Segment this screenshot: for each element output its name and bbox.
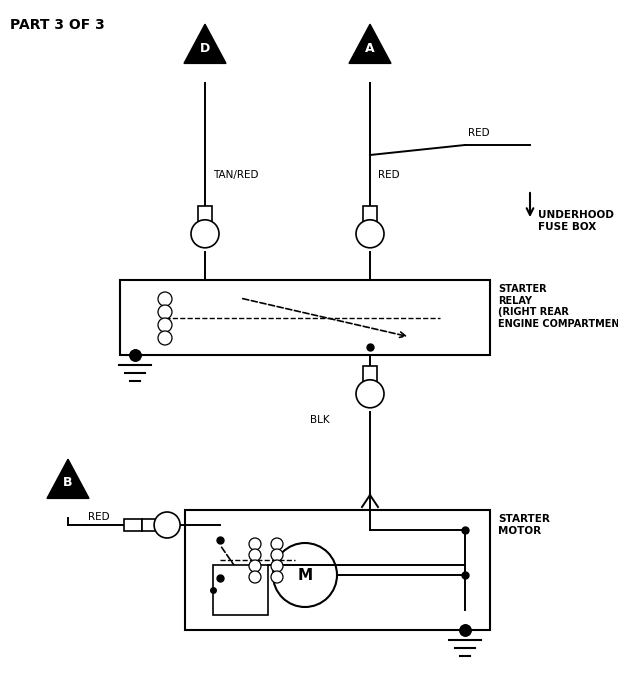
Bar xyxy=(120,280,490,355)
Text: BLK: BLK xyxy=(310,415,329,425)
Text: STARTER
MOTOR: STARTER MOTOR xyxy=(498,514,550,536)
Circle shape xyxy=(356,220,384,248)
Circle shape xyxy=(158,305,172,319)
Circle shape xyxy=(249,549,261,561)
Text: UNDERHOOD
FUSE BOX: UNDERHOOD FUSE BOX xyxy=(538,210,614,232)
Text: STARTER
RELAY
(RIGHT REAR
ENGINE COMPARTMENT): STARTER RELAY (RIGHT REAR ENGINE COMPART… xyxy=(498,284,618,329)
Circle shape xyxy=(191,220,219,248)
Circle shape xyxy=(271,560,283,572)
Bar xyxy=(198,206,212,224)
Text: RED: RED xyxy=(88,512,109,522)
Circle shape xyxy=(356,380,384,408)
Text: RED: RED xyxy=(468,128,489,138)
Text: D: D xyxy=(200,41,210,55)
Text: easyautodiagnostics.com: easyautodiagnostics.com xyxy=(243,312,367,323)
Bar xyxy=(185,510,490,630)
Bar xyxy=(124,519,142,531)
Bar xyxy=(213,565,268,615)
Circle shape xyxy=(249,538,261,550)
Text: TAN/RED: TAN/RED xyxy=(213,170,258,180)
Bar xyxy=(363,206,377,224)
Polygon shape xyxy=(184,25,226,64)
Circle shape xyxy=(154,512,180,538)
Circle shape xyxy=(273,543,337,607)
Text: M: M xyxy=(297,568,313,582)
Text: PART 3 OF 3: PART 3 OF 3 xyxy=(10,18,104,32)
Circle shape xyxy=(158,292,172,306)
Circle shape xyxy=(249,571,261,583)
Polygon shape xyxy=(349,25,391,64)
Bar xyxy=(142,519,158,531)
Text: A: A xyxy=(365,41,375,55)
Bar xyxy=(363,366,377,384)
Circle shape xyxy=(271,538,283,550)
Circle shape xyxy=(271,571,283,583)
Circle shape xyxy=(158,318,172,332)
Circle shape xyxy=(249,560,261,572)
Circle shape xyxy=(158,331,172,345)
Text: RED: RED xyxy=(378,170,400,180)
Circle shape xyxy=(271,549,283,561)
Text: B: B xyxy=(63,477,73,489)
Polygon shape xyxy=(47,459,89,498)
